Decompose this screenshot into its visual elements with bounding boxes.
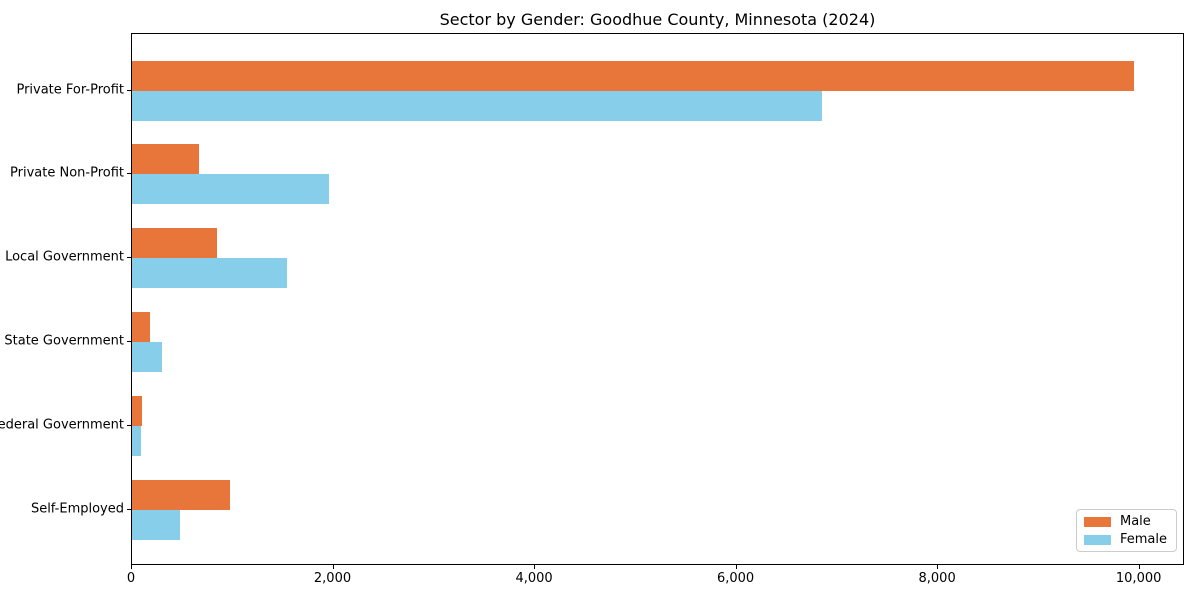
y-tick-label-state-government: State Government — [4, 333, 124, 349]
y-tick-label-self-employed: Self-Employed — [30, 501, 124, 516]
y-tick-mark — [127, 424, 131, 426]
y-tick-label-local-government: Local Government — [5, 249, 124, 265]
y-tick-mark — [127, 89, 131, 91]
y-tick-mark — [127, 508, 131, 510]
x-tick-label-2-000: 2,000 — [313, 571, 352, 586]
bar-female-state-government — [132, 341, 163, 372]
x-tick-mark — [735, 565, 737, 569]
bar-male-federal-government — [132, 395, 143, 426]
legend-label-male: Male — [1119, 514, 1151, 529]
y-tick-label-federal-government: Federal Government — [0, 417, 124, 433]
plot-area: Male Female — [131, 33, 1184, 565]
bar-male-self-employed — [132, 479, 231, 510]
x-tick-label-10-000: 10,000 — [1115, 571, 1162, 586]
bar-female-federal-government — [132, 425, 142, 456]
legend-swatch-male — [1083, 516, 1111, 527]
x-tick-mark — [937, 565, 939, 569]
legend: Male Female — [1075, 509, 1177, 552]
bar-female-private-non-profit — [132, 174, 330, 205]
x-tick-label-0: 0 — [126, 571, 136, 586]
y-tick-label-private-non-profit: Private Non-Profit — [10, 165, 124, 181]
legend-swatch-female — [1083, 534, 1111, 545]
x-tick-label-4-000: 4,000 — [515, 571, 553, 586]
legend-label-female: Female — [1119, 532, 1167, 547]
x-tick-mark — [534, 565, 536, 569]
y-tick-mark — [127, 257, 131, 259]
x-tick-label-6-000: 6,000 — [716, 571, 755, 586]
legend-entry-female: Female — [1083, 532, 1167, 547]
bar-female-private-for-profit — [132, 90, 822, 121]
x-tick-mark — [332, 565, 334, 569]
bar-male-private-for-profit — [132, 60, 1134, 91]
y-tick-mark — [127, 173, 131, 175]
y-tick-mark — [127, 340, 131, 342]
legend-entry-male: Male — [1083, 514, 1167, 529]
x-tick-mark — [1138, 565, 1140, 569]
x-tick-label-8-000: 8,000 — [918, 571, 956, 586]
chart-title: Sector by Gender: Goodhue County, Minnes… — [439, 10, 876, 29]
bar-male-local-government — [132, 228, 218, 259]
bar-female-self-employed — [132, 509, 181, 540]
bar-female-local-government — [132, 258, 287, 289]
x-tick-mark — [131, 565, 132, 569]
bar-male-private-non-profit — [132, 144, 200, 175]
y-tick-label-private-for-profit: Private For-Profit — [16, 82, 124, 97]
bar-male-state-government — [132, 311, 151, 342]
